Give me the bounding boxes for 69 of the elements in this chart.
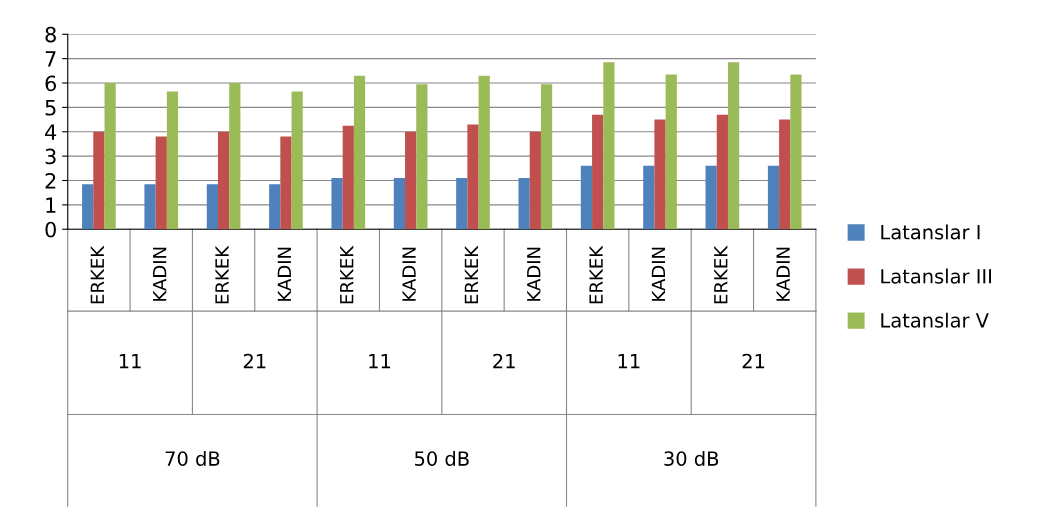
legend-label: Latanslar III [881,268,991,284]
bar [269,184,281,230]
text: 11 [369,354,391,369]
bar [779,119,791,230]
bar [727,62,740,230]
bar [467,124,479,230]
text: 11 [618,354,640,369]
x-tick-label: KADIN [153,247,167,301]
bar [643,165,655,230]
bar [767,165,780,230]
bar [93,131,105,230]
bar [790,74,802,230]
text: 70 dB [165,450,220,466]
y-tick-label: 5 [45,100,56,116]
bar [716,114,728,230]
text: 21 [742,353,765,369]
x-tick-label: KADIN [527,247,541,301]
bar [206,184,218,230]
bar [353,75,366,230]
y-tick-label: 7 [45,51,56,67]
y-tick-label: 2 [45,172,56,189]
bar [654,119,666,230]
y-tick-label: 6 [45,75,56,92]
legend-label: Latanslar I [881,224,980,240]
bar [144,184,156,230]
bar [393,178,406,230]
legend-label: Latanslar V [881,312,989,328]
x-tick-label: ERKEK [340,245,354,304]
bar [291,91,303,230]
text: 21 [493,353,515,369]
x-tick-label: ERKEK [464,245,478,304]
bar [592,114,604,230]
bar [705,165,717,230]
bar [456,178,468,230]
x-tick-label: KADIN [776,247,790,301]
bar [155,136,167,230]
bar [518,178,530,230]
bar [665,74,677,230]
y-tick-label: 8 [45,26,56,43]
x-tick-label: ERKEK [714,245,728,304]
bar [166,91,179,230]
bar [540,84,553,230]
bar [529,131,541,230]
x-tick-label: KADIN [651,247,665,301]
bar [82,184,94,230]
bar [478,75,490,230]
text: 30 dB [664,450,719,466]
bar [104,83,116,230]
bar [331,178,343,230]
text: 21 [243,353,266,369]
bar [280,136,292,230]
text: 50 dB [415,450,469,466]
bar [580,165,593,230]
bar [416,84,428,230]
y-tick-label: 3 [45,148,56,165]
y-tick-label: 4 [45,124,57,140]
x-tick-label: ERKEK [90,245,104,304]
x-tick-label: ERKEK [589,245,603,304]
y-tick-label: 0 [45,221,56,238]
x-tick-label: KADIN [277,247,291,301]
bar [342,125,354,230]
bar [405,131,417,230]
bar [217,131,230,230]
bar [229,83,241,230]
text: 11 [119,354,141,369]
bar [603,62,615,230]
x-tick-label: KADIN [402,247,416,301]
y-tick-label: 1 [46,197,56,213]
x-tick-label: ERKEK [215,245,229,304]
